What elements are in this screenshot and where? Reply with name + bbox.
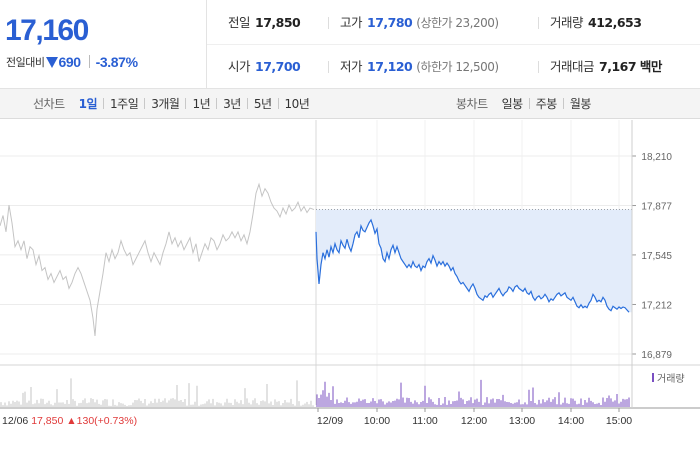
stat-sub: (상한가 23,200) (416, 16, 499, 30)
stat-low: 저가 17,120 (하한가 12,500) (328, 45, 499, 89)
x-tick-label: 13:00 (509, 415, 535, 427)
volume-bars (0, 378, 630, 407)
stat-label: 시가 (228, 59, 251, 74)
tab-divider (216, 98, 218, 109)
tab-divider (277, 98, 279, 109)
stat-value: 17,850 (255, 15, 301, 30)
below-prev-close-fill (316, 209, 632, 313)
x-tick-label: 10:00 (364, 415, 390, 427)
line-tab-0[interactable]: 1일 (78, 97, 98, 111)
prev-day-line (0, 182, 315, 337)
x-tick-label: 12/09 (317, 415, 343, 427)
tab-divider (185, 98, 187, 109)
stat-sub: (하한가 12,500) (416, 60, 499, 74)
stat-label: 거래량 (550, 15, 584, 30)
line-tab-3[interactable]: 1년 (192, 97, 211, 111)
stat-trade-value: 거래대금 7,167 백만 (538, 45, 662, 89)
x-tick-label: 14:00 (558, 415, 584, 427)
chart-period-tabs: 선차트 1일 1주일 3개월 1년 3년 5년 10년 봉차트 일봉 주봉 월봉 (0, 89, 700, 119)
y-tick-label: 16,879 (641, 350, 672, 361)
y-tick-label: 17,877 (641, 202, 672, 213)
stat-high: 고가 17,780 (상한가 23,200) (328, 1, 499, 45)
tab-divider (246, 98, 248, 109)
stat-label: 전일 (228, 15, 251, 30)
prev-day-summary: 12/06 17,850 ▲130(+0.73%) (2, 415, 137, 427)
stat-value: 17,700 (255, 59, 301, 74)
stat-open: 시가 17,700 (228, 45, 301, 89)
prev-day-summary-part: ▲130 (66, 415, 94, 427)
stock-summary: 17,160 전일대비 690 -3.87% 전일 17,850 고가 17,780 (상… (0, 0, 700, 89)
stat-value: 7,167 백만 (599, 59, 662, 74)
prev-day-summary-part: 12/06 (2, 415, 31, 427)
line-tab-2[interactable]: 3개월 (151, 97, 180, 111)
line-chart-tabs: 선차트 1일 1주일 3개월 1년 3년 5년 10년 (33, 89, 313, 119)
line-tab-list: 1일 1주일 3개월 1년 3년 5년 10년 (75, 97, 314, 111)
divider (538, 61, 539, 73)
prev-day-summary-part: (+0.73%) (94, 415, 137, 427)
change-amount: 690 (58, 54, 81, 70)
tab-divider (562, 98, 564, 109)
prev-day-summary-part: 17,850 (31, 415, 66, 427)
today-price-line (315, 218, 630, 313)
stat-label: 거래대금 (550, 59, 595, 74)
stat-prev-close: 전일 17,850 (228, 1, 301, 45)
divider (88, 55, 90, 68)
change-rate: -3.87% (95, 54, 138, 70)
price-lines (0, 182, 630, 337)
y-tick-label: 18,210 (641, 152, 672, 163)
tab-divider (144, 98, 146, 109)
volume-legend-swatch (652, 373, 654, 382)
volume-legend-label: 거래량 (657, 373, 685, 385)
change-row: 전일대비 690 -3.87% (6, 54, 138, 70)
line-tab-6[interactable]: 10년 (284, 97, 310, 111)
axes: 18,210 17,877 17,545 17,212 16,879 거래량 12/09 10… (0, 120, 700, 427)
stat-label: 고가 (340, 15, 363, 30)
tab-divider (103, 98, 105, 109)
line-tab-5[interactable]: 5년 (253, 97, 272, 111)
price-box: 17,160 전일대비 690 -3.87% (0, 0, 207, 89)
stats-row-1: 전일 17,850 고가 17,780 (상한가 23,200) 거래량 412,653 (207, 1, 700, 45)
stat-value: 412,653 (588, 15, 642, 30)
stat-volume: 거래량 412,653 (538, 1, 642, 45)
candle-tab-0[interactable]: 일봉 (501, 97, 524, 111)
candle-tab-2[interactable]: 월봉 (569, 97, 592, 111)
y-tick-label: 17,545 (641, 251, 672, 262)
x-tick-label: 15:00 (606, 415, 632, 427)
y-tick-label: 17,212 (641, 300, 672, 311)
price-chart[interactable]: 18,210 17,877 17,545 17,212 16,879 거래량 12/09 10… (0, 120, 700, 450)
stat-label: 저가 (340, 59, 363, 74)
below-prev-close-area (316, 209, 632, 313)
candle-tab-list: 일봉 주봉 월봉 (498, 97, 595, 111)
candle-tab-1[interactable]: 주봉 (535, 97, 558, 111)
x-tick-label: 12:00 (461, 415, 487, 427)
triangle-down-icon (46, 57, 59, 68)
current-price: 17,160 (5, 14, 89, 47)
stats-row-2: 시가 17,700 저가 17,120 (하한가 12,500) 거래대금 7,167 … (207, 45, 700, 89)
stat-value: 17,780 (367, 15, 413, 30)
candle-chart-label: 봉차트 (456, 97, 488, 111)
stat-value: 17,120 (367, 59, 413, 74)
change-label: 전일대비 (6, 57, 45, 69)
line-tab-1[interactable]: 1주일 (110, 97, 139, 111)
line-chart-label: 선차트 (33, 97, 65, 111)
divider (328, 17, 329, 29)
x-tick-label: 11:00 (412, 415, 438, 427)
divider (328, 61, 329, 73)
tab-divider (528, 98, 530, 109)
divider (538, 17, 539, 29)
candle-chart-tabs: 봉차트 일봉 주봉 월봉 (456, 89, 595, 119)
line-tab-4[interactable]: 3년 (223, 97, 241, 111)
